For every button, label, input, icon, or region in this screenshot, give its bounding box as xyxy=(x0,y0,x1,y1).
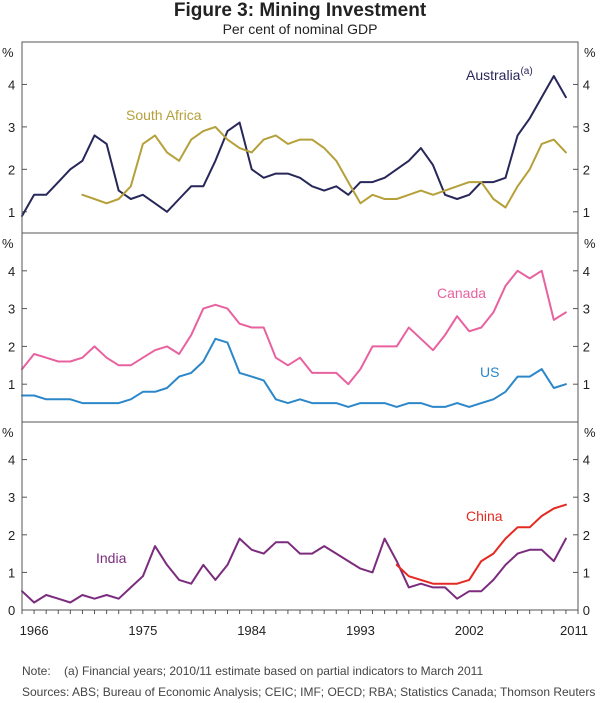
y-tick-label-right-bottom: 3 xyxy=(583,490,590,505)
series-label-india: India xyxy=(96,550,127,566)
series-line-india xyxy=(21,537,567,604)
series-label-us: US xyxy=(480,364,499,380)
sources-note: Sources: ABS; Bureau of Economic Analysi… xyxy=(22,685,595,699)
series-label-superscript: (a) xyxy=(520,66,532,77)
x-tick-label: 1975 xyxy=(128,623,157,638)
sources-text: ABS; Bureau of Economic Analysis; CEIC; … xyxy=(72,685,596,699)
y-tick-label-right-bottom: 0 xyxy=(583,603,590,618)
unit-label-left-bottom: % xyxy=(2,425,14,440)
x-tick-label: 2011 xyxy=(560,623,588,638)
y-tick-label-right-top: 1 xyxy=(583,205,590,220)
x-tick-label: 1984 xyxy=(237,623,266,638)
y-tick-label-left-bottom: 1 xyxy=(8,565,15,580)
y-tick-label-left-top: 3 xyxy=(8,120,15,135)
y-tick-label-right-bottom: 1 xyxy=(583,565,590,580)
series-label-south-africa: South Africa xyxy=(126,107,202,123)
y-tick-label-right-middle: 2 xyxy=(583,339,590,354)
unit-label-right-bottom: % xyxy=(584,425,596,440)
series-line-south-africa xyxy=(81,125,567,209)
unit-label-left-middle: % xyxy=(2,236,14,251)
y-tick-label-left-top: 4 xyxy=(8,77,15,92)
y-tick-label-right-top: 4 xyxy=(583,77,590,92)
series-line-canada xyxy=(21,269,567,386)
series-line-australia xyxy=(21,75,567,217)
unit-label-right-middle: % xyxy=(584,236,596,251)
unit-label-left-top: % xyxy=(2,45,14,60)
plot-frame xyxy=(21,41,579,611)
y-tick-label-left-middle: 3 xyxy=(8,302,15,317)
y-tick-label-left-middle: 2 xyxy=(8,339,15,354)
y-tick-label-right-top: 2 xyxy=(583,162,590,177)
y-tick-label-left-bottom: 2 xyxy=(8,528,15,543)
y-tick-label-left-middle: 1 xyxy=(8,377,15,392)
y-tick-label-right-middle: 3 xyxy=(583,302,590,317)
series-label-australia: Australia(a) xyxy=(466,66,533,83)
note-text: (a) Financial years; 2010/11 estimate ba… xyxy=(64,664,484,678)
series-label-china: China xyxy=(466,508,503,524)
y-tick-label-left-top: 1 xyxy=(8,205,15,220)
series-line-us xyxy=(21,337,567,408)
y-tick-label-right-top: 3 xyxy=(583,120,590,135)
y-tick-label-left-bottom: 4 xyxy=(8,453,15,468)
y-tick-label-left-bottom: 0 xyxy=(8,603,15,618)
x-tick-label: 1966 xyxy=(20,623,49,638)
chart-subtitle: Per cent of nominal GDP xyxy=(222,21,378,37)
y-tick-label-right-middle: 4 xyxy=(583,264,590,279)
x-tick-label: 1993 xyxy=(346,623,375,638)
footnote: Note: (a) Financial years; 2010/11 estima… xyxy=(22,664,483,678)
y-tick-label-right-bottom: 4 xyxy=(583,453,590,468)
note-label: Note: xyxy=(22,664,51,678)
chart-title: Figure 3: Mining Investment xyxy=(173,0,427,21)
y-tick-label-right-middle: 1 xyxy=(583,377,590,392)
sources-label: Sources: xyxy=(22,685,70,699)
series-line-china xyxy=(395,503,567,585)
series-label-canada: Canada xyxy=(437,285,486,301)
y-tick-label-left-middle: 4 xyxy=(8,264,15,279)
y-tick-label-left-top: 2 xyxy=(8,162,15,177)
x-tick-label: 2002 xyxy=(455,623,484,638)
y-tick-label-left-bottom: 3 xyxy=(8,490,15,505)
y-tick-label-right-bottom: 2 xyxy=(583,528,590,543)
unit-label-right-top: % xyxy=(584,45,596,60)
